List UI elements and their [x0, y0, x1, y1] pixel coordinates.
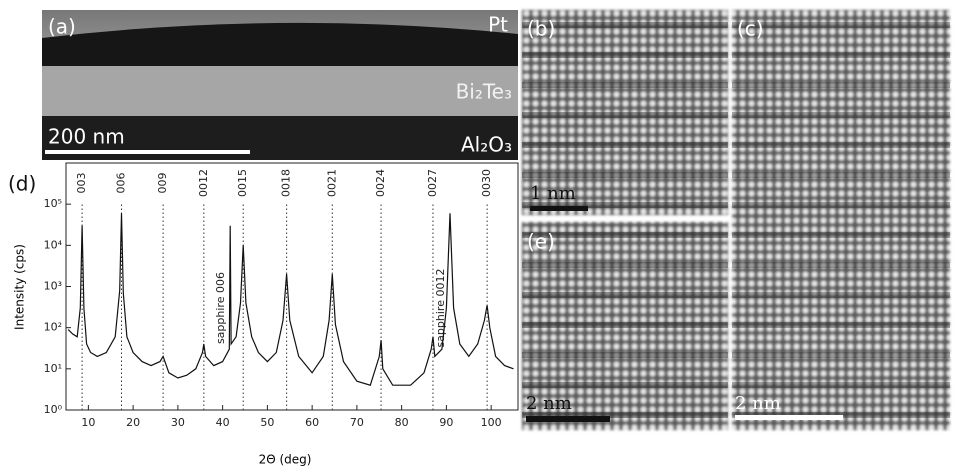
- annotation: sapphire 0012: [434, 269, 447, 348]
- x-tick-label: 20: [126, 416, 140, 429]
- y-tick-label: 10⁵: [44, 197, 62, 210]
- x-tick-label: 80: [395, 416, 409, 429]
- x-tick-label: 70: [350, 416, 364, 429]
- scale-bar: [735, 415, 843, 420]
- y-tick-label: 10³: [44, 280, 62, 293]
- peak-label: 003: [75, 173, 88, 194]
- x-tick-label: 50: [260, 416, 274, 429]
- annotation: sapphire 006: [214, 272, 227, 344]
- plot-frame: [65, 162, 519, 411]
- layer-label: Pt: [488, 13, 508, 37]
- x-axis-label: 2Θ (deg): [259, 453, 312, 467]
- scale-bar-label: 200 nm: [48, 125, 125, 149]
- panel-b: (b) 1 nm: [522, 10, 728, 215]
- panel-e: (e) 2 nm: [522, 222, 728, 430]
- bi2te3-layer: [42, 66, 518, 116]
- peak-label: 0024: [374, 169, 387, 197]
- peak-label: 0027: [426, 169, 439, 197]
- y-tick-label: 10²: [44, 321, 62, 334]
- peak-label: 0030: [480, 169, 493, 197]
- scale-bar-label: 1 nm: [530, 183, 576, 204]
- peak-label: 0018: [280, 169, 293, 197]
- panel-a: (a) Pt Bi₂Te₃ Al₂O₃ 200 nm: [42, 10, 518, 160]
- peak-label: 009: [156, 173, 169, 194]
- stripes: [522, 10, 728, 215]
- cap-layer: [42, 22, 518, 66]
- x-tick-label: 90: [439, 416, 453, 429]
- scale-bar-label: 2 nm: [526, 393, 572, 414]
- panel-label: (d): [8, 172, 36, 196]
- xrd-plot: (d) 2Θ (deg) Intensity (cps) 10 20 30 40 50 6…: [8, 162, 519, 467]
- stripes: [522, 222, 728, 430]
- y-tick-label: 10⁰: [44, 403, 63, 416]
- panel-label: (c): [737, 17, 764, 41]
- peak-label: 0021: [325, 169, 338, 197]
- y-tick-label: 10⁴: [44, 238, 63, 251]
- scale-bar: [526, 416, 610, 422]
- scale-bar: [530, 206, 588, 211]
- x-tick-label: 60: [305, 416, 319, 429]
- y-tick-label: 10¹: [44, 362, 62, 375]
- panel-label: (a): [48, 15, 76, 39]
- stripes: [732, 10, 950, 430]
- x-tick-label: 100: [481, 416, 502, 429]
- scale-bar: [45, 150, 250, 154]
- panel-label: (e): [527, 230, 555, 254]
- x-tick-label: 10: [81, 416, 95, 429]
- scale-bar-label: 2 nm: [735, 393, 781, 414]
- layer-label: Al₂O₃: [461, 133, 512, 157]
- layer-label: Bi₂Te₃: [456, 80, 512, 104]
- peak-label: 0012: [197, 169, 210, 197]
- x-tick-label: 40: [216, 416, 230, 429]
- x-tick-label: 30: [171, 416, 185, 429]
- peak-label: 006: [114, 173, 127, 194]
- panel-c: (c) 2 nm: [732, 10, 950, 430]
- spectrum: [67, 213, 514, 386]
- panel-label: (b): [527, 17, 555, 41]
- y-axis-label: Intensity (cps): [13, 244, 27, 330]
- peak-label: 0015: [236, 169, 249, 197]
